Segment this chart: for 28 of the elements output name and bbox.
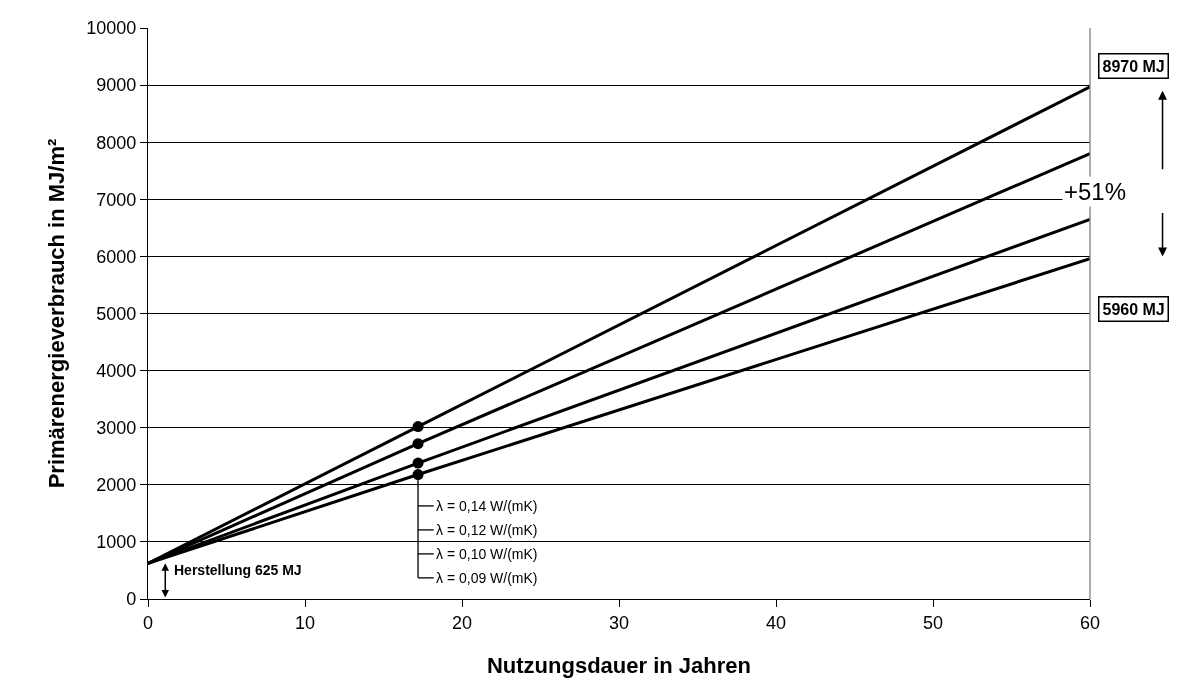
x-axis-title: Nutzungsdauer in Jahren	[486, 652, 752, 678]
x-tick-label: 30	[608, 612, 630, 633]
x-tick-label: 20	[451, 612, 473, 633]
y-tick-label: 10000	[86, 18, 137, 39]
annotation: Herstellung 625 MJ	[174, 562, 302, 578]
legend-label: λ = 0,09 W/(mK)	[436, 570, 538, 586]
y-tick-label: 6000	[96, 246, 137, 267]
y-tick-label: 0	[126, 589, 137, 610]
y-tick-label: 4000	[96, 360, 137, 381]
y-tick-label: 3000	[96, 418, 137, 438]
x-tick-label: 10	[294, 612, 316, 633]
y-tick-label: 8000	[96, 132, 137, 153]
legend-label: λ = 0,14 W/(mK)	[436, 498, 538, 514]
x-tick-label: 0	[142, 612, 154, 633]
legend-label: λ = 0,10 W/(mK)	[436, 546, 538, 562]
x-tick-label: 50	[922, 612, 944, 633]
y-tick-label: 1000	[96, 532, 137, 553]
y-tick-label: 9000	[96, 75, 137, 96]
y-tick-label: 2000	[96, 475, 137, 496]
y-tick-label: 7000	[96, 189, 137, 210]
y-axis-title: Primärenergieverbrauch in MJ/m²	[43, 138, 69, 489]
x-tick-label: 60	[1079, 612, 1101, 633]
text: 5960 MJ	[1102, 300, 1165, 318]
y-tick-label: 5000	[96, 303, 137, 324]
legend-label: λ = 0,12 W/(mK)	[436, 522, 538, 538]
annotation: +51%	[1064, 178, 1127, 205]
text: 8970 MJ	[1102, 57, 1165, 75]
x-tick-label: 40	[765, 612, 787, 633]
